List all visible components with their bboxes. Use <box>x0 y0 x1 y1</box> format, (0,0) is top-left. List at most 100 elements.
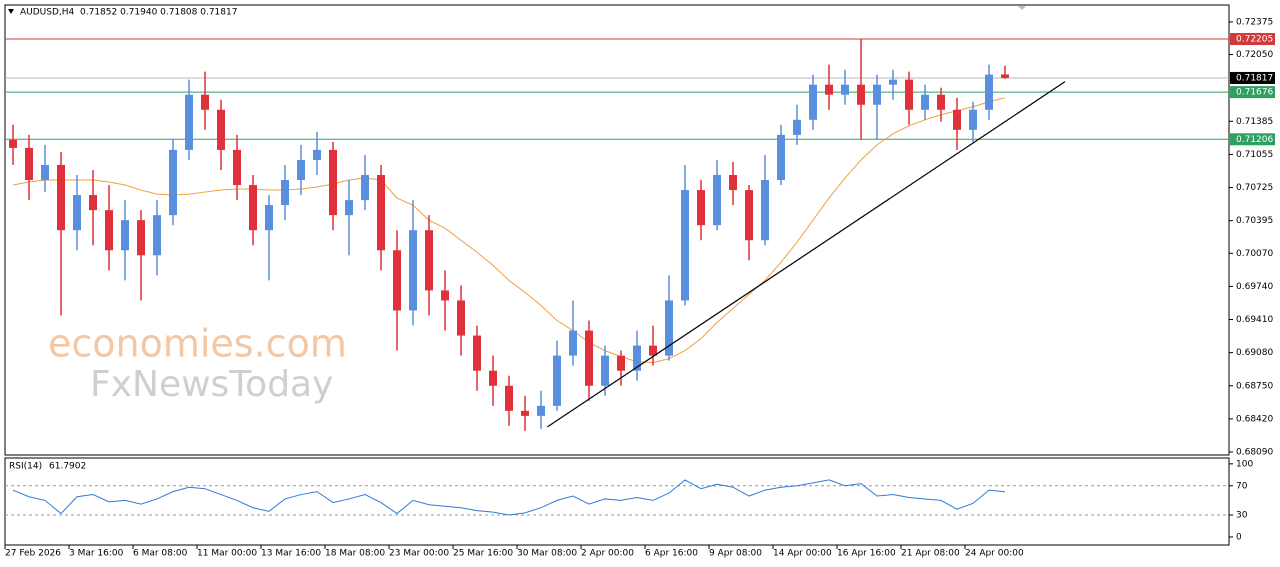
x-tick-label: 21 Apr 08:00 <box>901 549 960 559</box>
candle-body <box>105 210 113 251</box>
candle-body <box>841 84 849 95</box>
menu-arrow[interactable] <box>8 9 14 14</box>
candle-body <box>937 94 945 110</box>
price-level-label: 0.72205 <box>1236 35 1273 45</box>
candle-body <box>25 147 33 181</box>
ohlc: 0.71852 0.71940 0.71808 0.71817 <box>80 8 237 18</box>
candle-body <box>217 109 225 150</box>
y-tick-label: 0.69080 <box>1236 348 1273 358</box>
candle-body <box>265 205 273 231</box>
x-tick-label: 3 Mar 16:00 <box>69 549 124 559</box>
candle-body <box>921 94 929 110</box>
candle-body <box>297 159 305 181</box>
candle-body <box>233 149 241 186</box>
candle-body <box>905 79 913 110</box>
symbol: AUDUSD,H4 <box>20 8 75 18</box>
x-tick-label: 27 Feb 2026 <box>5 549 61 559</box>
rsi-line <box>12 479 1006 516</box>
y-tick-label: 0.68090 <box>1236 447 1273 457</box>
candle-body <box>537 405 545 416</box>
candle-body <box>489 370 497 386</box>
y-tick-label: 0.68750 <box>1236 381 1273 391</box>
candle-body <box>969 109 977 130</box>
x-tick-label: 11 Mar 00:00 <box>197 549 257 559</box>
candle-body <box>985 74 993 110</box>
price-level-label: 0.71206 <box>1236 135 1273 145</box>
x-tick-label: 13 Mar 16:00 <box>261 549 321 559</box>
y-tick-label: 0 <box>1236 532 1242 542</box>
candle-body <box>617 355 625 371</box>
x-tick-label: 25 Mar 16:00 <box>453 549 513 559</box>
candle-body <box>249 185 257 231</box>
price-level-box <box>1230 71 1275 84</box>
y-tick-label: 0.70070 <box>1236 249 1273 259</box>
candle-body <box>473 335 481 371</box>
candle-body <box>809 84 817 120</box>
candle-body <box>345 200 353 216</box>
x-tick-label: 23 Mar 00:00 <box>389 549 449 559</box>
candle-body <box>793 119 801 135</box>
candle-body <box>393 250 401 311</box>
candle-body <box>569 330 577 356</box>
candle-body <box>1001 74 1009 78</box>
candle-body <box>41 164 49 181</box>
y-tick-label: 0.71385 <box>1236 117 1273 127</box>
candle-body <box>633 345 641 371</box>
candle-body <box>313 149 321 160</box>
x-tick-label: 16 Apr 16:00 <box>837 549 896 559</box>
trendline <box>547 81 1066 428</box>
x-tick-label: 18 Mar 08:00 <box>325 549 385 559</box>
main-panel <box>4 4 1230 456</box>
candle-body <box>425 230 433 291</box>
y-tick-label: 70 <box>1236 481 1248 491</box>
price-level-box <box>1230 86 1275 99</box>
y-tick-label: 100 <box>1236 459 1253 469</box>
price-level-label: 0.71817 <box>1236 73 1273 83</box>
y-tick-label: 0.70395 <box>1236 216 1273 226</box>
candle-body <box>361 175 369 201</box>
candle-body <box>761 180 769 241</box>
y-tick-label: 0.72375 <box>1236 17 1273 27</box>
x-tick-label: 2 Apr 00:00 <box>581 549 634 559</box>
y-tick-label: 0.69740 <box>1236 282 1273 292</box>
candle-body <box>281 180 289 206</box>
candle-body <box>57 164 65 231</box>
candle-body <box>649 345 657 356</box>
candle-body <box>185 94 193 150</box>
candle-body <box>585 330 593 386</box>
candle-body <box>889 79 897 85</box>
candle-body <box>441 290 449 301</box>
candle-body <box>713 175 721 226</box>
candle-body <box>73 195 81 231</box>
y-tick-label: 30 <box>1236 511 1248 521</box>
y-tick-label: 0.72050 <box>1236 50 1273 60</box>
candle-body <box>745 190 753 241</box>
candle-body <box>505 385 513 411</box>
moving-average <box>12 97 1006 364</box>
x-tick-label: 6 Apr 16:00 <box>645 549 698 559</box>
candle-body <box>729 175 737 191</box>
candle-body <box>9 139 17 148</box>
candle-body <box>201 94 209 110</box>
rsi-title: RSI(14) <box>9 462 42 472</box>
y-tick-label: 0.70725 <box>1236 183 1273 193</box>
candle-body <box>697 190 705 226</box>
watermark: economies.com <box>48 322 347 366</box>
candle-body <box>665 300 673 356</box>
candle-body <box>409 230 417 311</box>
candle-body <box>329 149 337 216</box>
x-tick-label: 6 Mar 08:00 <box>133 549 188 559</box>
rsi-panel <box>4 457 1230 546</box>
x-tick-label: 30 Mar 08:00 <box>517 549 577 559</box>
watermark: FxNewsToday <box>90 364 333 405</box>
candle-body <box>137 220 145 256</box>
price-level-box <box>1230 33 1275 46</box>
candle-body <box>377 175 385 251</box>
candle-body <box>89 195 97 211</box>
x-tick-label: 24 Apr 00:00 <box>965 549 1024 559</box>
candle-body <box>521 410 529 416</box>
x-tick-label: 14 Apr 00:00 <box>773 549 832 559</box>
candle-body <box>601 355 609 386</box>
candle-body <box>553 355 561 406</box>
